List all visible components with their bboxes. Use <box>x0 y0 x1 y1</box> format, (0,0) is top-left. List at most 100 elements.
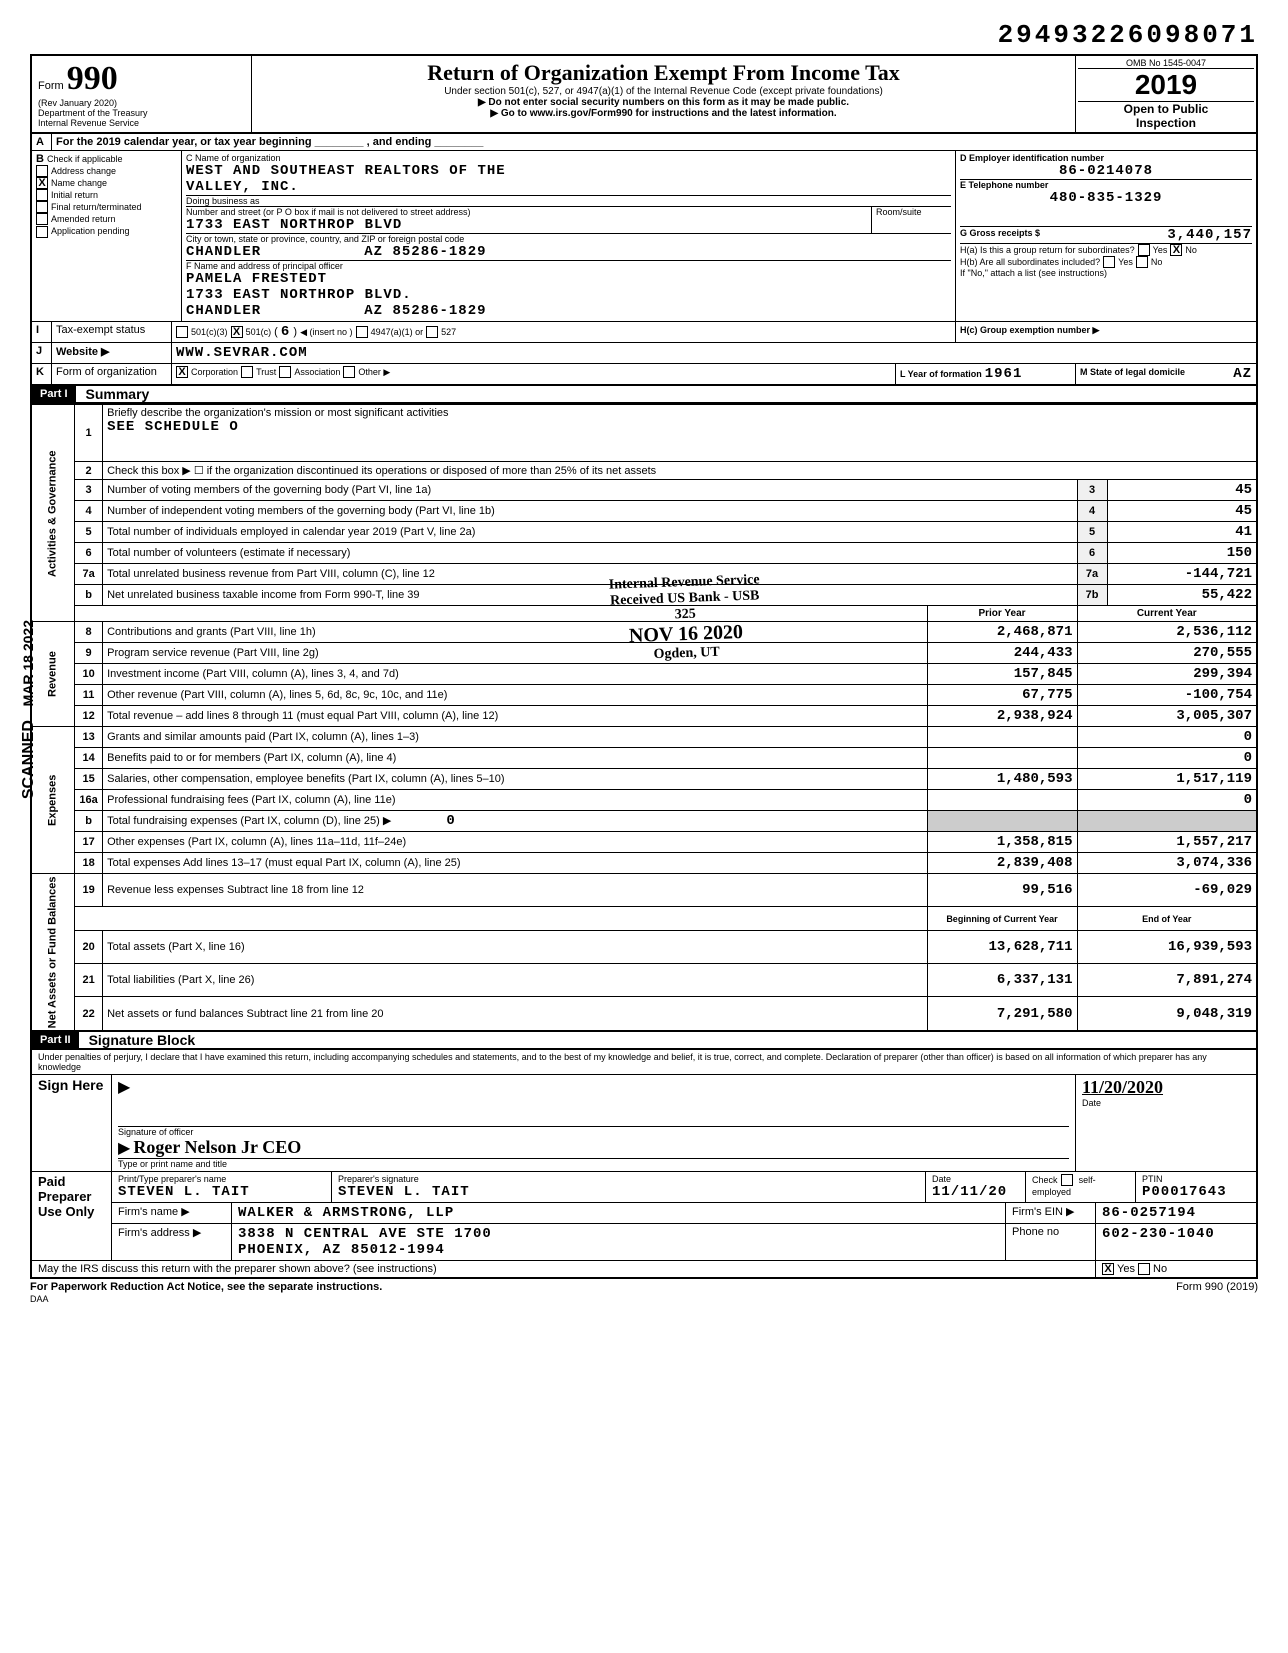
line-15-desc: Salaries, other compensation, employee b… <box>103 769 927 790</box>
omb-number: OMB No 1545-0047 <box>1078 58 1254 68</box>
check-corp[interactable]: X <box>176 366 188 378</box>
firm-name: WALKER & ARMSTRONG, LLP <box>232 1203 1006 1223</box>
amended-label: Amended return <box>51 214 116 224</box>
line-10-num: 10 <box>75 664 103 685</box>
paid-prep-label: Paid Preparer Use Only <box>32 1172 112 1260</box>
hc-label: H(c) Group exemption number ▶ <box>960 325 1099 335</box>
arrow-icon: ▶ <box>118 1079 130 1096</box>
line-20-desc: Total assets (Part X, line 16) <box>103 930 927 963</box>
discuss-no[interactable] <box>1138 1263 1150 1275</box>
check-trust[interactable] <box>241 366 253 378</box>
arrow-icon2: ▶ <box>118 1140 130 1157</box>
open-public: Open to Public <box>1078 101 1254 116</box>
check-assoc[interactable] <box>279 366 291 378</box>
dln-bar: 29493226098071 <box>30 20 1258 50</box>
line-22-num: 22 <box>75 997 103 1031</box>
check-address[interactable] <box>36 165 48 177</box>
prior-header: Prior Year <box>927 606 1077 622</box>
check-pending[interactable] <box>36 226 48 238</box>
sidedate-text: MAR 18 2022 <box>20 620 36 706</box>
p8: 2,468,871 <box>927 622 1077 643</box>
c19: -69,029 <box>1077 874 1257 907</box>
check-initial[interactable] <box>36 189 48 201</box>
irs-stamp: Internal Revenue Service Received US Ban… <box>609 572 763 664</box>
hb-yes[interactable] <box>1103 256 1115 268</box>
b22: 7,291,580 <box>927 997 1077 1031</box>
label-corp: Corporation <box>191 367 238 377</box>
check-final[interactable] <box>36 201 48 213</box>
line1-text: Briefly describe the organization's miss… <box>107 407 448 419</box>
label-4947: 4947(a)(1) or <box>371 327 424 337</box>
line16b-val: 0 <box>446 813 455 829</box>
check-4947[interactable] <box>356 326 368 338</box>
firm-addr2: PHOENIX, AZ 85012-1994 <box>238 1242 445 1258</box>
ha-no[interactable]: X <box>1170 244 1182 256</box>
ha-yes[interactable] <box>1138 244 1150 256</box>
m-cell: M State of legal domicile AZ <box>1076 364 1256 384</box>
officer-statezip: AZ 85286-1829 <box>364 303 486 319</box>
g-label: G Gross receipts $ <box>960 228 1040 238</box>
e21: 7,891,274 <box>1077 964 1257 997</box>
rev-date: (Rev January 2020) <box>38 98 245 108</box>
line-9-desc: Program service revenue (Part VIII, line… <box>103 643 927 664</box>
line-17-num: 17 <box>75 832 103 853</box>
c15: 1,517,119 <box>1077 769 1257 790</box>
discuss-yes-label: Yes <box>1117 1263 1135 1275</box>
line-14-desc: Benefits paid to or for members (Part IX… <box>103 748 927 769</box>
check-selfemp[interactable] <box>1061 1174 1073 1186</box>
line-18-num: 18 <box>75 853 103 874</box>
m-label: M State of legal domicile <box>1080 367 1185 377</box>
firm-addr-label: Firm's address ▶ <box>112 1224 232 1260</box>
prep-date: 11/11/20 <box>932 1184 1019 1200</box>
hb-no[interactable] <box>1136 256 1148 268</box>
line-5-num: 5 <box>75 522 103 543</box>
discuss-yes[interactable]: X <box>1102 1263 1114 1275</box>
box-5: 5 <box>1077 522 1107 543</box>
section-i: I <box>32 322 52 342</box>
ein-value: 86-0214078 <box>960 163 1252 179</box>
gross-value: 3,440,157 <box>1167 227 1252 243</box>
line-2-num: 2 <box>75 462 103 480</box>
dept-treasury: Department of the Treasury <box>38 108 245 118</box>
line1-val: SEE SCHEDULE O <box>107 419 239 435</box>
line-11-desc: Other revenue (Part VIII, column (A), li… <box>103 685 927 706</box>
firm-ein: 86-0257194 <box>1096 1203 1256 1223</box>
label-501c3: 501(c)(3) <box>191 327 228 337</box>
org-statezip: AZ 85286-1829 <box>364 244 486 260</box>
officer-city: CHANDLER <box>186 303 261 319</box>
org-name1: WEST AND SOUTHEAST REALTORS OF THE <box>186 163 951 179</box>
discuss-no-label: No <box>1153 1263 1167 1275</box>
p11: 67,775 <box>927 685 1077 706</box>
check-amended[interactable] <box>36 213 48 225</box>
c16a: 0 <box>1077 790 1257 811</box>
summary-table: Activities & Governance 1 Briefly descri… <box>30 404 1258 1032</box>
form-subtitle: Under section 501(c), 527, or 4947(a)(1)… <box>256 86 1071 97</box>
p16b <box>927 811 1077 832</box>
section-j: J <box>32 343 52 363</box>
c18: 3,074,336 <box>1077 853 1257 874</box>
line-1-desc: Briefly describe the organization's miss… <box>103 405 1257 462</box>
form-note2: ▶ Go to www.irs.gov/Form990 for instruct… <box>256 108 1071 119</box>
firm-ein-label: Firm's EIN ▶ <box>1006 1203 1096 1223</box>
line-12-num: 12 <box>75 706 103 727</box>
firm-phone: 602-230-1040 <box>1096 1224 1256 1260</box>
check-501c3[interactable] <box>176 326 188 338</box>
part2-title: Signature Block <box>89 1032 196 1048</box>
box-7b: 7b <box>1077 585 1107 606</box>
org-city: CHANDLER <box>186 244 261 260</box>
line-13-num: 13 <box>75 727 103 748</box>
c14: 0 <box>1077 748 1257 769</box>
street-label: Number and street (or P O box if mail is… <box>186 207 871 217</box>
line-7b-num: b <box>75 585 103 606</box>
ha-no-label: No <box>1185 245 1197 255</box>
val-5: 41 <box>1107 522 1257 543</box>
firm-name-label: Firm's name ▶ <box>112 1203 232 1223</box>
check-501c[interactable]: X <box>231 326 243 338</box>
c-column: C Name of organization WEST AND SOUTHEAS… <box>182 151 956 321</box>
check-name[interactable]: X <box>36 177 48 189</box>
section-k: K <box>32 364 52 384</box>
prep-name: STEVEN L. TAIT <box>118 1184 325 1200</box>
name-title-label: Type or print name and title <box>118 1158 1069 1169</box>
check-other[interactable] <box>343 366 355 378</box>
check-527[interactable] <box>426 326 438 338</box>
